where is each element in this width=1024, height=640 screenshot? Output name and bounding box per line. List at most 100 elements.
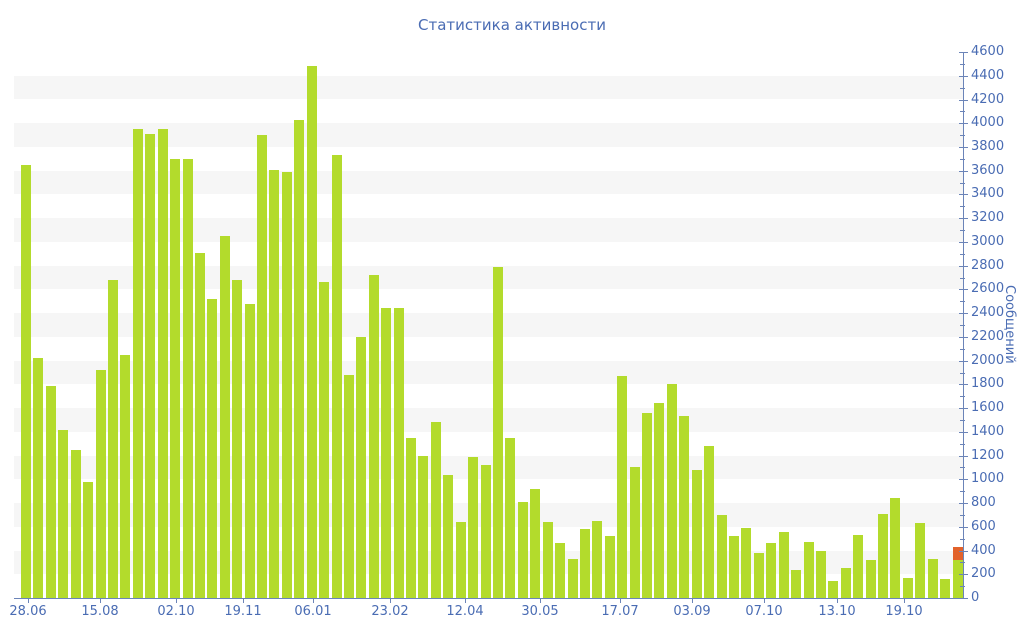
y-minor-tick	[960, 586, 965, 588]
x-tick-label: 07.10	[745, 604, 783, 619]
y-tick-label: 0	[971, 590, 980, 605]
bar	[865, 560, 876, 598]
x-tick	[692, 598, 693, 603]
y-major-tick	[959, 123, 968, 125]
x-tick-label: 23.02	[371, 604, 409, 619]
x-tick-label: 02.10	[157, 604, 195, 619]
bar	[927, 558, 938, 598]
bar	[319, 282, 330, 598]
x-tick	[904, 598, 905, 603]
y-tick-label: 3000	[971, 233, 1005, 249]
y-tick-label: 4000	[971, 115, 1005, 131]
bar	[157, 129, 168, 598]
bar	[443, 474, 454, 598]
y-minor-tick	[960, 206, 965, 208]
bar	[83, 481, 94, 598]
bar	[145, 133, 156, 598]
y-minor-tick	[960, 253, 965, 255]
y-minor-tick	[960, 538, 965, 540]
bar	[815, 550, 826, 598]
bar	[505, 437, 516, 598]
grid-band	[14, 123, 963, 147]
y-tick-label: 4200	[971, 91, 1005, 107]
y-tick-label: 3600	[971, 162, 1005, 178]
bar	[555, 543, 566, 598]
bar	[493, 266, 503, 598]
bar	[368, 275, 379, 598]
y-tick-label: 2600	[971, 281, 1005, 297]
grid-band	[14, 360, 963, 385]
y-tick-label: 200	[971, 566, 996, 582]
bar	[902, 577, 913, 598]
y-minor-tick	[960, 230, 965, 231]
y-tick-label: 2000	[971, 352, 1005, 368]
y-minor-tick	[960, 348, 965, 350]
grid-band	[14, 218, 963, 242]
bar	[629, 467, 640, 598]
bar	[642, 412, 652, 598]
y-minor-tick	[960, 87, 965, 89]
bar	[853, 535, 864, 598]
bar	[194, 252, 205, 598]
y-major-tick	[959, 574, 968, 576]
y-minor-tick	[960, 467, 965, 469]
bar	[654, 403, 665, 598]
grid-band	[14, 75, 963, 100]
bar	[170, 158, 180, 598]
y-tick-label: 3800	[971, 139, 1005, 154]
x-axis-line	[14, 598, 964, 599]
y-tick-label: 4600	[971, 44, 1005, 59]
bar	[604, 536, 615, 598]
bar	[915, 523, 926, 598]
x-tick-label: 30.05	[521, 604, 559, 619]
bar	[704, 446, 715, 598]
bar	[468, 456, 479, 598]
bar	[232, 279, 243, 598]
x-tick-label: 15.08	[81, 604, 119, 619]
x-tick-label: 03.09	[673, 604, 711, 619]
bar	[741, 528, 752, 598]
y-major-tick	[959, 598, 968, 599]
y-minor-tick	[960, 514, 965, 516]
y-minor-tick	[960, 63, 965, 65]
bar	[517, 501, 528, 598]
bar	[828, 581, 839, 598]
bar	[281, 171, 292, 598]
y-major-tick	[959, 360, 968, 362]
bar	[70, 449, 81, 598]
bar	[219, 236, 230, 598]
bar	[878, 513, 888, 598]
bar	[679, 416, 690, 598]
x-tick-label: 17.07	[601, 604, 639, 619]
bar	[940, 579, 951, 598]
y-minor-tick	[960, 158, 965, 160]
y-major-tick	[959, 147, 968, 148]
y-major-tick	[959, 550, 968, 552]
y-tick-label: 600	[971, 518, 996, 534]
y-tick-label: 1800	[971, 376, 1005, 392]
bar	[766, 543, 777, 598]
x-tick-label: 19.10	[885, 604, 923, 619]
y-tick-label: 3400	[971, 186, 1005, 202]
bar	[381, 308, 392, 598]
x-tick	[540, 598, 541, 603]
y-minor-tick	[960, 443, 965, 445]
bar	[58, 429, 69, 598]
bar	[803, 542, 814, 598]
bar	[952, 560, 963, 598]
y-major-tick	[959, 170, 968, 172]
y-tick-label: 4400	[971, 67, 1005, 83]
bar	[592, 520, 603, 598]
x-tick	[837, 598, 838, 603]
bar	[257, 135, 267, 598]
bar	[617, 376, 628, 598]
x-tick	[764, 598, 765, 603]
y-major-tick	[959, 99, 968, 101]
x-tick-label: 06.01	[294, 604, 332, 619]
bar	[331, 155, 342, 598]
y-axis-title: Сообщений	[1002, 285, 1017, 364]
bar	[356, 336, 367, 598]
y-major-tick	[959, 194, 968, 196]
bar	[269, 169, 280, 598]
